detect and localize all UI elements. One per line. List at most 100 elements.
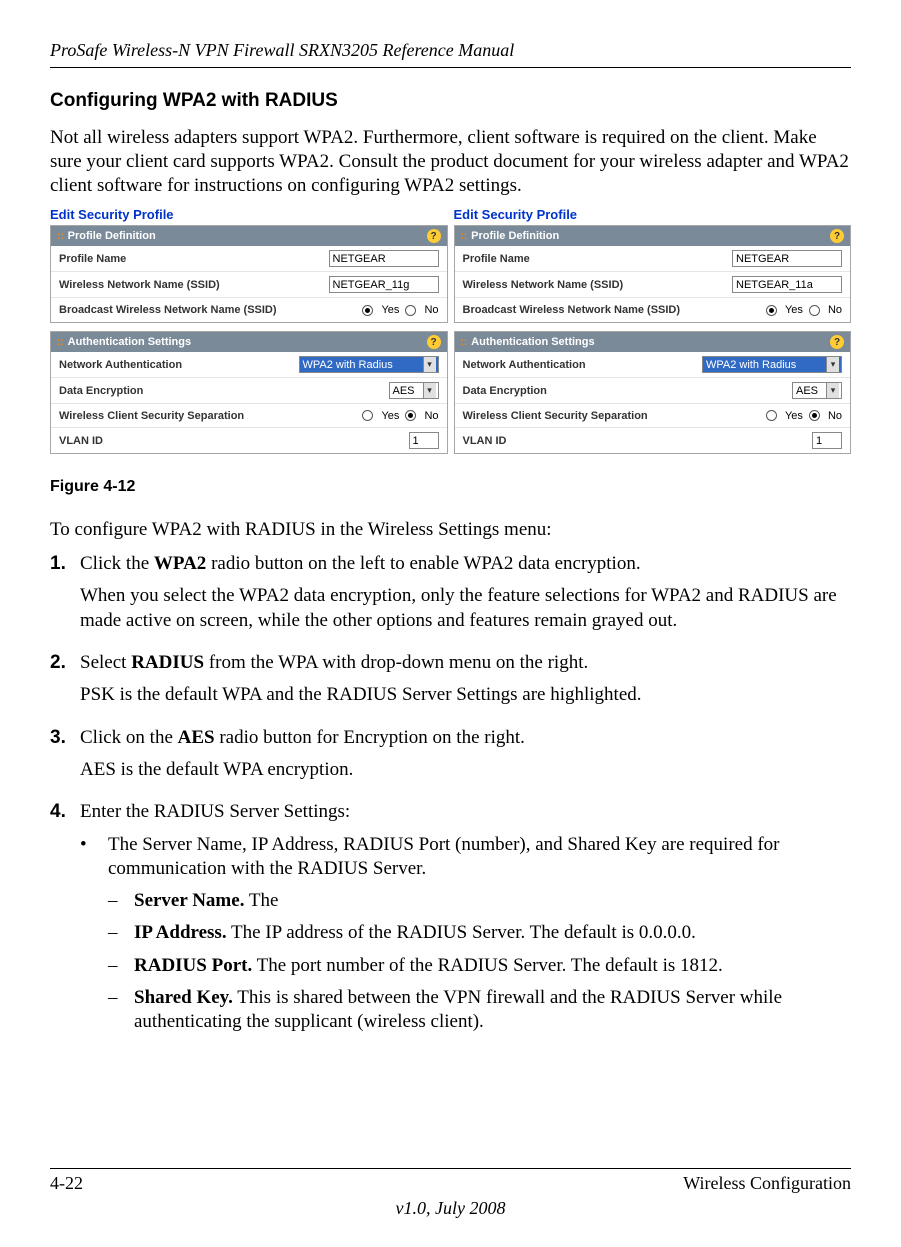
sep-label-right: Wireless Client Security Separation	[463, 410, 648, 422]
dash-server-name-bold: Server Name.	[134, 890, 244, 911]
profile-name-input-right[interactable]	[732, 250, 842, 267]
figure-caption: Figure 4-12	[50, 478, 851, 496]
dash-mark: –	[108, 889, 134, 913]
step-4: 4. Enter the RADIUS Server Settings: • T…	[50, 800, 851, 1043]
vlan-input-left[interactable]	[409, 432, 439, 449]
dash-port-bold: RADIUS Port.	[134, 955, 252, 976]
step-3-para2: AES is the default WPA encryption.	[80, 758, 851, 782]
netauth-select-right[interactable]: WPA2 with Radius	[702, 356, 842, 373]
step-4-text: Enter the RADIUS Server Settings:	[80, 800, 851, 824]
sep-yes-radio-left[interactable]	[362, 410, 373, 421]
sep-yes-radio-right[interactable]	[766, 410, 777, 421]
dash-radius-port: – RADIUS Port. The port number of the RA…	[108, 954, 851, 978]
netauth-label-left: Network Authentication	[59, 359, 182, 371]
dash-port-text: The port number of the RADIUS Server. Th…	[252, 955, 723, 976]
step-3-text-a: Click on the	[80, 727, 178, 748]
no-label: No	[828, 304, 842, 316]
enc-label-right: Data Encryption	[463, 385, 547, 397]
config-intro: To configure WPA2 with RADIUS in the Wir…	[50, 518, 851, 542]
step-2-text-b: from the WPA with drop-down menu on the …	[204, 652, 588, 673]
dash-mark: –	[108, 921, 134, 945]
dash-mark: –	[108, 986, 134, 1035]
footer-page-number: 4-22	[50, 1173, 83, 1194]
step-2-para2: PSK is the default WPA and the RADIUS Se…	[80, 683, 851, 707]
profile-panel-right-header: ::Profile Definition ?	[455, 226, 851, 246]
step-3-bold: AES	[178, 727, 215, 748]
step-1-para2: When you select the WPA2 data encryption…	[80, 584, 851, 633]
footer-rule	[50, 1168, 851, 1169]
step-2-num: 2.	[50, 651, 80, 716]
auth-panel-right-header: ::Authentication Settings ?	[455, 332, 851, 352]
no-label: No	[424, 304, 438, 316]
broadcast-yes-radio-left[interactable]	[362, 305, 373, 316]
dash-server-name-text: The	[244, 890, 278, 911]
sep-no-radio-right[interactable]	[809, 410, 820, 421]
footer-section-name: Wireless Configuration	[683, 1173, 851, 1194]
help-icon[interactable]: ?	[427, 229, 441, 243]
enc-select-left[interactable]: AES	[389, 382, 439, 399]
section-heading: Configuring WPA2 with RADIUS	[50, 90, 851, 112]
header-rule	[50, 67, 851, 68]
screen-right: Edit Security Profile ::Profile Definiti…	[454, 207, 852, 462]
step-2: 2. Select RADIUS from the WPA with drop-…	[50, 651, 851, 716]
bullet-mark: •	[80, 833, 108, 882]
ssid-input-right[interactable]	[732, 276, 842, 293]
step-2-bold: RADIUS	[131, 652, 204, 673]
dash-server-name: – Server Name. The	[108, 889, 851, 913]
panel-dots-icon: ::	[57, 337, 64, 348]
profile-panel-right-title: Profile Definition	[471, 230, 559, 242]
step-4-bullet-text: The Server Name, IP Address, RADIUS Port…	[108, 833, 851, 882]
dash-ip-address: – IP Address. The IP address of the RADI…	[108, 921, 851, 945]
screenshots-row: Edit Security Profile ::Profile Definiti…	[50, 207, 851, 462]
vlan-label-right: VLAN ID	[463, 435, 507, 447]
vlan-input-right[interactable]	[812, 432, 842, 449]
ssid-label-left: Wireless Network Name (SSID)	[59, 279, 220, 291]
sep-no-radio-left[interactable]	[405, 410, 416, 421]
step-3-num: 3.	[50, 726, 80, 791]
help-icon[interactable]: ?	[830, 229, 844, 243]
no-label: No	[424, 410, 438, 422]
vlan-label-left: VLAN ID	[59, 435, 103, 447]
step-2-text-a: Select	[80, 652, 131, 673]
profile-name-input-left[interactable]	[329, 250, 439, 267]
yes-label: Yes	[785, 410, 803, 422]
broadcast-yes-radio-right[interactable]	[766, 305, 777, 316]
step-list: 1. Click the WPA2 radio button on the le…	[50, 552, 851, 1043]
step-4-num: 4.	[50, 800, 80, 1043]
enc-select-right[interactable]: AES	[792, 382, 842, 399]
broadcast-no-radio-left[interactable]	[405, 305, 416, 316]
yes-label: Yes	[785, 304, 803, 316]
auth-panel-left-title: Authentication Settings	[68, 336, 191, 348]
enc-label-left: Data Encryption	[59, 385, 143, 397]
panel-dots-icon: ::	[461, 231, 468, 242]
broadcast-label-left: Broadcast Wireless Network Name (SSID)	[59, 304, 277, 316]
step-3-text-b: radio button for Encryption on the right…	[215, 727, 525, 748]
footer-version: v1.0, July 2008	[50, 1198, 851, 1219]
doc-header-title: ProSafe Wireless-N VPN Firewall SRXN3205…	[50, 40, 851, 61]
auth-panel-right: ::Authentication Settings ? Network Auth…	[454, 331, 852, 454]
panel-dots-icon: ::	[57, 231, 64, 242]
broadcast-no-radio-right[interactable]	[809, 305, 820, 316]
help-icon[interactable]: ?	[427, 335, 441, 349]
profile-panel-right: ::Profile Definition ? Profile Name Wire…	[454, 225, 852, 323]
step-1: 1. Click the WPA2 radio button on the le…	[50, 552, 851, 641]
netauth-label-right: Network Authentication	[463, 359, 586, 371]
dash-key-bold: Shared Key.	[134, 987, 233, 1008]
auth-panel-left-header: ::Authentication Settings ?	[51, 332, 447, 352]
profile-panel-left-title: Profile Definition	[68, 230, 156, 242]
step-3: 3. Click on the AES radio button for Enc…	[50, 726, 851, 791]
dash-ip-text: The IP address of the RADIUS Server. The…	[227, 922, 696, 943]
ssid-input-left[interactable]	[329, 276, 439, 293]
yes-label: Yes	[381, 304, 399, 316]
auth-panel-left: ::Authentication Settings ? Network Auth…	[50, 331, 448, 454]
step-4-bullet: • The Server Name, IP Address, RADIUS Po…	[80, 833, 851, 882]
profile-name-label-right: Profile Name	[463, 253, 530, 265]
profile-panel-left: ::Profile Definition ? Profile Name Wire…	[50, 225, 448, 323]
netauth-select-left[interactable]: WPA2 with Radius	[299, 356, 439, 373]
sep-label-left: Wireless Client Security Separation	[59, 410, 244, 422]
step-1-num: 1.	[50, 552, 80, 641]
no-label: No	[828, 410, 842, 422]
auth-panel-right-title: Authentication Settings	[471, 336, 594, 348]
help-icon[interactable]: ?	[830, 335, 844, 349]
step-1-text-b: radio button on the left to enable WPA2 …	[206, 553, 640, 574]
